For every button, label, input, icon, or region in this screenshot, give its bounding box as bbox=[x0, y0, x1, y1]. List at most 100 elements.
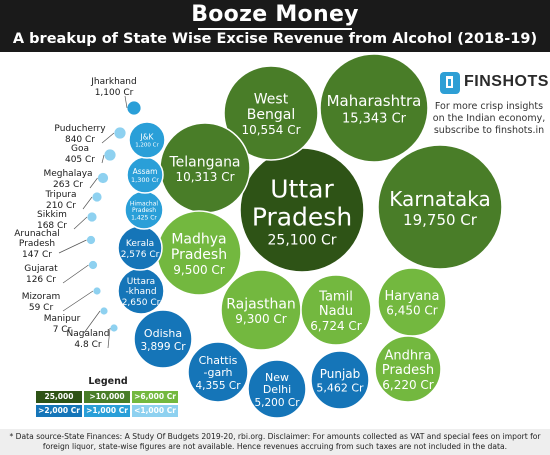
bubble-value-himachal-pradesh: 1,425 Cr bbox=[131, 214, 157, 221]
bubble-name-chattisgarh: Chattis bbox=[199, 354, 238, 367]
brand-tagline: For more crisp insights on the Indian ec… bbox=[432, 101, 546, 136]
leader-line-sikkim bbox=[73, 216, 88, 230]
bubble-name-telangana: Telangana bbox=[168, 154, 240, 170]
bubble-value-meghalaya: 263 Cr bbox=[53, 180, 83, 190]
bubble-goa bbox=[103, 148, 117, 162]
legend-item-10000-plus: >10,000 Cr bbox=[84, 391, 130, 413]
bubble-value-west-bengal: 10,554 Cr bbox=[241, 123, 300, 137]
bubble-name-punjab: Punjab bbox=[320, 367, 361, 381]
bubble-value-haryana: 6,450 Cr bbox=[386, 304, 438, 318]
bubble-punjab bbox=[310, 350, 370, 410]
leader-line-nagaland bbox=[107, 327, 111, 349]
bubble-name-uttarakhand: Uttara bbox=[127, 277, 155, 287]
bubble-tripura bbox=[91, 191, 103, 203]
bubble-value-tripura: 210 Cr bbox=[46, 201, 76, 211]
bubble-jandk bbox=[128, 121, 166, 159]
bubble-value-telangana: 10,313 Cr bbox=[175, 170, 234, 184]
legend-item-1000-plus: >1,000 Cr bbox=[84, 405, 130, 417]
bubble-puducherry bbox=[113, 126, 127, 140]
leader-line-manipur bbox=[83, 310, 101, 334]
leader-line-arunachal-pradesh bbox=[58, 239, 87, 254]
bubble-value-madhya-pradesh: 9,500 Cr bbox=[173, 263, 225, 277]
title-underline bbox=[198, 28, 352, 30]
leader-line-mizoram bbox=[62, 290, 94, 312]
bubble-name-arunachal-pradesh: Pradesh bbox=[19, 239, 55, 249]
bubble-nagaland bbox=[109, 323, 119, 333]
bubble-name-assam: Assam bbox=[133, 167, 158, 176]
bubble-value-maharashtra: 15,343 Cr bbox=[342, 111, 407, 126]
bubble-name-mizoram: Mizoram bbox=[22, 292, 60, 302]
leader-line-tripura bbox=[82, 196, 93, 210]
bubble-name-madhya-pradesh: Pradesh bbox=[171, 247, 227, 263]
bubble-value-new-delhi: 5,200 Cr bbox=[254, 397, 300, 409]
bubble-name-tripura: Tripura bbox=[44, 190, 76, 200]
bubble-new-delhi bbox=[247, 359, 307, 419]
header-banner: Booze Money A breakup of State Wise Exci… bbox=[0, 0, 550, 52]
bubble-value-andhra-pradesh: 6,220 Cr bbox=[382, 378, 434, 392]
leader-line-gujarat bbox=[62, 264, 89, 284]
bubble-name-odisha: Odisha bbox=[144, 327, 182, 340]
bubble-name-chattisgarh: -garh bbox=[204, 366, 233, 379]
bubble-value-gujarat: 126 Cr bbox=[26, 275, 56, 285]
bubble-odisha bbox=[133, 309, 193, 369]
bubble-meghalaya bbox=[97, 172, 109, 184]
bubble-name-jharkhand: Jharkhand bbox=[90, 77, 136, 87]
bubble-name-maharashtra: Maharashtra bbox=[327, 92, 422, 110]
bubble-value-jharkhand: 1,100 Cr bbox=[95, 88, 134, 98]
bubble-value-karnataka: 19,750 Cr bbox=[403, 211, 478, 229]
bubble-name-new-delhi: New bbox=[265, 371, 289, 384]
bubble-karnataka bbox=[377, 144, 503, 270]
bubble-value-nagaland: 4.8 Cr bbox=[74, 340, 101, 350]
bubble-value-kerala: 2,576 Cr bbox=[121, 250, 160, 260]
bubble-value-tamil-nadu: 6,724 Cr bbox=[310, 319, 362, 333]
bubble-name-gujarat: Gujarat bbox=[24, 264, 58, 274]
chart-title: Booze Money bbox=[191, 2, 359, 27]
bubble-name-himachal-pradesh: Himachal bbox=[130, 200, 158, 207]
bubble-value-punjab: 5,462 Cr bbox=[316, 382, 364, 395]
legend-item-under-1000: <1,000 Cr bbox=[132, 405, 178, 417]
beer-glass-icon bbox=[440, 72, 460, 94]
bubble-gujarat bbox=[88, 260, 98, 270]
footnote: * Data source-State Finances: A Study Of… bbox=[0, 429, 550, 455]
brand-logo-block[interactable]: FINSHOTS bbox=[440, 72, 548, 96]
bubble-value-uttar-pradesh: 25,100 Cr bbox=[268, 232, 337, 248]
leader-line-meghalaya bbox=[89, 177, 98, 189]
leader-line-goa bbox=[101, 154, 105, 164]
bubble-name-jandk: J&K bbox=[140, 133, 155, 142]
brand-name: FINSHOTS bbox=[464, 73, 549, 90]
bubble-value-assam: 1,300 Cr bbox=[131, 176, 159, 184]
bubble-name-west-bengal: West bbox=[254, 91, 289, 107]
bubble-west-bengal bbox=[223, 65, 319, 161]
bubble-name-haryana: Haryana bbox=[385, 289, 440, 304]
legend-item-25000-plus: 25,000 Cr+ bbox=[36, 391, 82, 413]
bubble-value-chattisgarh: 4,355 Cr bbox=[195, 380, 241, 392]
legend: Legend 25,000 Cr+ >10,000 Cr >6,000 Cr >… bbox=[36, 376, 180, 418]
bubble-name-new-delhi: Delhi bbox=[263, 383, 291, 396]
bubble-andhra-pradesh bbox=[374, 335, 442, 403]
bubble-name-goa: Goa bbox=[71, 144, 89, 154]
bubble-name-rajasthan: Rajasthan bbox=[226, 296, 296, 312]
bubble-value-odisha: 3,899 Cr bbox=[140, 341, 186, 353]
bubble-value-arunachal-pradesh: 147 Cr bbox=[22, 250, 52, 260]
bubble-name-manipur: Manipur bbox=[44, 314, 81, 324]
bubble-chattisgarh bbox=[187, 341, 249, 403]
bubble-tamil-nadu bbox=[300, 274, 372, 346]
bubble-name-arunachal-pradesh: Arunachal bbox=[14, 229, 59, 239]
bubble-name-uttarakhand: -khand bbox=[125, 287, 156, 297]
bubble-name-madhya-pradesh: Madhya bbox=[171, 231, 226, 247]
bubble-name-uttar-pradesh: Pradesh bbox=[252, 202, 352, 231]
bubble-name-west-bengal: Bengal bbox=[247, 107, 295, 123]
bubble-value-uttarakhand: 2,650 Cr bbox=[122, 298, 161, 308]
bubble-value-rajasthan: 9,300 Cr bbox=[235, 312, 287, 326]
bubble-name-andhra-pradesh: Andhra bbox=[385, 349, 432, 364]
bubble-value-puducherry: 840 Cr bbox=[65, 135, 95, 145]
legend-title: Legend bbox=[88, 376, 128, 387]
bubble-value-jandk: 1,200 Cr bbox=[135, 143, 159, 149]
bubble-name-nagaland: Nagaland bbox=[67, 329, 110, 339]
bubble-name-tamil-nadu: Tamil bbox=[318, 290, 353, 305]
bubble-value-sikkim: 168 Cr bbox=[37, 221, 67, 231]
bubble-manipur bbox=[99, 306, 109, 316]
bubble-jharkhand bbox=[126, 100, 142, 116]
bubble-name-himachal-pradesh: Pradesh bbox=[132, 207, 156, 214]
